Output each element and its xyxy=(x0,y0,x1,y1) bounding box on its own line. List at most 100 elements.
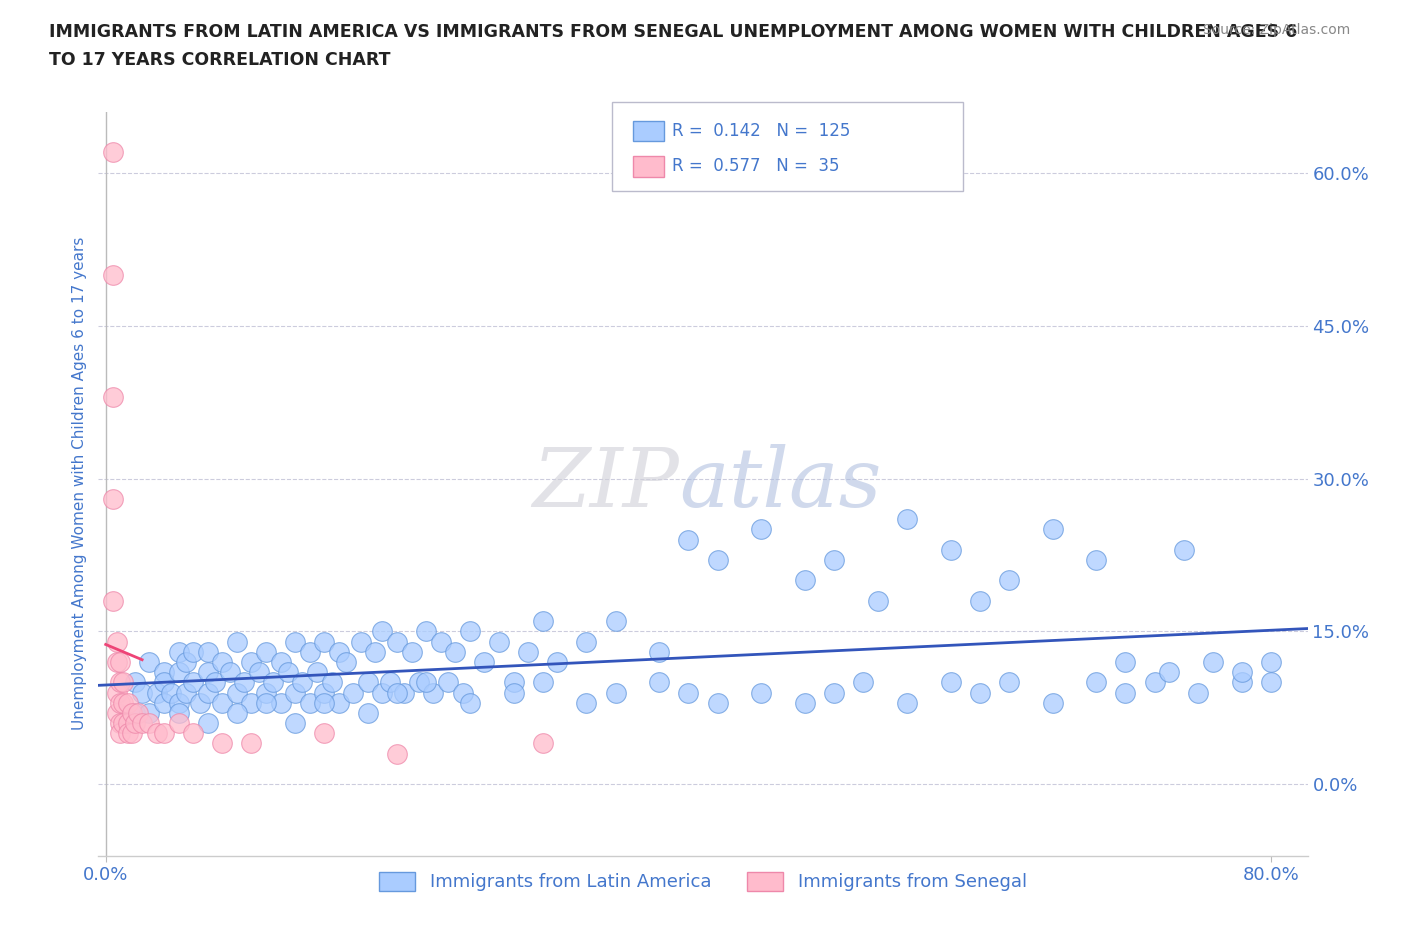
Point xyxy=(167,696,190,711)
Point xyxy=(131,685,153,700)
Point xyxy=(648,675,671,690)
Point xyxy=(678,685,700,700)
Point xyxy=(678,532,700,547)
Legend: Immigrants from Latin America, Immigrants from Senegal: Immigrants from Latin America, Immigrant… xyxy=(371,865,1035,898)
Point xyxy=(1260,675,1282,690)
Point xyxy=(110,725,132,740)
Point xyxy=(969,593,991,608)
Point xyxy=(181,675,204,690)
Point xyxy=(211,696,233,711)
Point xyxy=(131,716,153,731)
Point xyxy=(794,573,817,588)
Point xyxy=(110,716,132,731)
Point xyxy=(240,655,263,670)
Point xyxy=(998,573,1021,588)
Text: TO 17 YEARS CORRELATION CHART: TO 17 YEARS CORRELATION CHART xyxy=(49,51,391,69)
Point xyxy=(1042,696,1064,711)
Point xyxy=(181,644,204,659)
Point xyxy=(105,706,128,721)
Point xyxy=(314,696,336,711)
Point xyxy=(181,725,204,740)
Point xyxy=(357,706,380,721)
Point xyxy=(852,675,875,690)
Point xyxy=(204,675,226,690)
Point xyxy=(706,696,728,711)
Point xyxy=(305,665,328,680)
Point xyxy=(190,696,212,711)
Point xyxy=(706,552,728,567)
Point xyxy=(371,624,394,639)
Point xyxy=(401,644,423,659)
Point xyxy=(112,696,135,711)
Point xyxy=(648,644,671,659)
Point xyxy=(1085,675,1108,690)
Point xyxy=(1202,655,1225,670)
Point xyxy=(823,685,845,700)
Point xyxy=(385,634,408,649)
Point xyxy=(378,675,401,690)
Point xyxy=(218,665,240,680)
Point xyxy=(605,685,627,700)
Point xyxy=(153,665,176,680)
Point xyxy=(444,644,467,659)
Point xyxy=(1173,542,1195,557)
Point xyxy=(451,685,474,700)
Point xyxy=(794,696,817,711)
Point xyxy=(284,685,307,700)
Point xyxy=(112,675,135,690)
Text: R =  0.142   N =  125: R = 0.142 N = 125 xyxy=(672,122,851,140)
Point xyxy=(240,736,263,751)
Point xyxy=(138,716,160,731)
Point xyxy=(225,685,247,700)
Point xyxy=(101,267,124,282)
Text: R =  0.577   N =  35: R = 0.577 N = 35 xyxy=(672,157,839,176)
Point xyxy=(314,725,336,740)
Point xyxy=(314,634,336,649)
Point xyxy=(262,675,284,690)
Point xyxy=(101,491,124,506)
Text: atlas: atlas xyxy=(679,444,882,524)
Point xyxy=(314,685,336,700)
Point xyxy=(101,145,124,160)
Point xyxy=(254,696,277,711)
Point xyxy=(1114,655,1136,670)
Point xyxy=(174,685,197,700)
Point xyxy=(121,706,143,721)
Point xyxy=(233,675,256,690)
Point xyxy=(167,665,190,680)
Point xyxy=(117,725,139,740)
Point xyxy=(866,593,889,608)
Point xyxy=(211,655,233,670)
Point xyxy=(546,655,568,670)
Point xyxy=(575,634,598,649)
Point xyxy=(350,634,373,649)
Point xyxy=(422,685,444,700)
Point xyxy=(112,716,135,731)
Point xyxy=(371,685,394,700)
Text: ZIP: ZIP xyxy=(531,444,679,524)
Point xyxy=(127,706,149,721)
Point xyxy=(124,706,146,721)
Point xyxy=(1042,522,1064,537)
Point xyxy=(437,675,460,690)
Point xyxy=(531,614,554,629)
Point xyxy=(385,685,408,700)
Point xyxy=(749,685,772,700)
Point xyxy=(429,634,451,649)
Point xyxy=(270,696,292,711)
Point xyxy=(110,655,132,670)
Point xyxy=(298,696,321,711)
Point xyxy=(357,675,380,690)
Point xyxy=(998,675,1021,690)
Point xyxy=(197,685,219,700)
Point xyxy=(247,665,270,680)
Point xyxy=(896,512,918,526)
Point xyxy=(240,696,263,711)
Point xyxy=(896,696,918,711)
Point xyxy=(254,685,277,700)
Point xyxy=(415,624,437,639)
Point xyxy=(138,655,160,670)
Point xyxy=(969,685,991,700)
Point xyxy=(342,685,364,700)
Point xyxy=(474,655,496,670)
